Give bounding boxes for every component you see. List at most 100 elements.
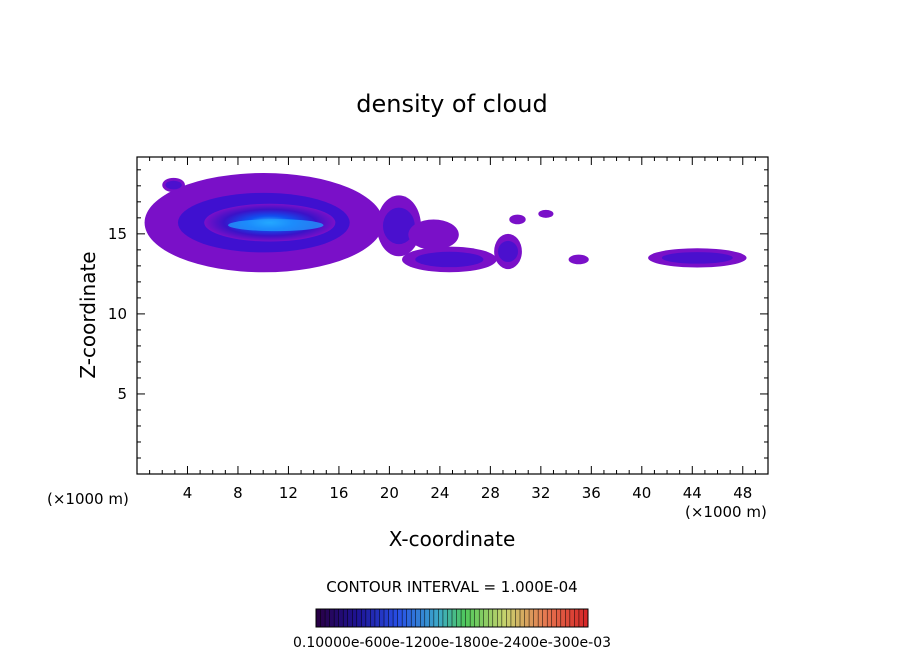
cloud-region-peak: [228, 219, 324, 232]
colorbar-cell: [325, 609, 330, 627]
x-tick-label: 28: [481, 484, 500, 502]
colorbar-cell: [420, 609, 426, 627]
colorbar-cell: [578, 609, 584, 627]
x-axis-label: X-coordinate: [389, 527, 516, 551]
cloud-region-mid: [165, 180, 182, 190]
colorbar-labels: 0.10000e-600e-1200e-1800e-2400e-300e-03: [293, 635, 611, 651]
colorbar-cell: [470, 609, 476, 627]
colorbar-cell: [551, 609, 557, 627]
x-tick-label: 48: [733, 484, 752, 502]
colorbar-cell: [488, 609, 494, 627]
colorbar-cell: [438, 609, 444, 627]
colorbar-cell: [370, 609, 376, 627]
colorbar-cell: [515, 609, 521, 627]
x-tick-label: 36: [582, 484, 601, 502]
colorbar-cell: [442, 609, 448, 627]
colorbar-cell: [560, 609, 566, 627]
colorbar-cell: [334, 609, 340, 627]
colorbar-cell: [429, 609, 435, 627]
x-tick-label: 4: [183, 484, 193, 502]
colorbar-cell: [583, 609, 589, 627]
y-tick-label: 15: [108, 225, 127, 243]
x-tick-label: 44: [683, 484, 702, 502]
cloud-region: [376, 195, 421, 257]
cloud-region-outer: [568, 254, 589, 265]
colorbar-cell: [379, 609, 385, 627]
x-tick-label: 12: [279, 484, 298, 502]
contour-interval-label: CONTOUR INTERVAL = 1.000E-04: [326, 578, 577, 596]
colorbar-cell: [497, 609, 503, 627]
colorbar-cell: [397, 609, 403, 627]
colorbar-cell: [533, 609, 539, 627]
colorbar-cell: [565, 609, 571, 627]
cloud-region: [402, 246, 497, 273]
cloud-region-mid: [382, 207, 415, 245]
colorbar-cell: [415, 609, 421, 627]
colorbar-cell: [456, 609, 462, 627]
colorbar-cell: [393, 609, 398, 627]
colorbar-cell: [338, 609, 344, 627]
colorbar-cell: [574, 609, 580, 627]
colorbar-cell: [520, 609, 525, 627]
colorbar-cell: [501, 609, 507, 627]
x-tick-label: 16: [329, 484, 348, 502]
colorbar-cell: [510, 609, 516, 627]
colorbar-cell: [424, 609, 430, 627]
cloud-region-outer: [509, 214, 526, 225]
colorbar-cell: [529, 609, 534, 627]
cloud-region: [509, 214, 526, 225]
y-tick-label: 5: [117, 385, 127, 403]
cloud-region: [568, 254, 589, 265]
cloud-region: [538, 209, 554, 218]
colorbar-cell: [406, 609, 412, 627]
colorbar-cell: [402, 609, 408, 627]
x-tick-label: 24: [430, 484, 449, 502]
cloud-region-mid: [661, 252, 733, 264]
colorbar-cell: [320, 609, 326, 627]
chart-title: density of cloud: [356, 90, 547, 118]
colorbar-cell: [556, 609, 562, 627]
colorbar-cell: [524, 609, 530, 627]
colorbar-cell: [452, 609, 457, 627]
cloud-region: [494, 233, 522, 270]
colorbar-cell: [365, 609, 371, 627]
colorbar-cell: [374, 609, 380, 627]
x-unit-left: (×1000 m): [47, 490, 129, 508]
colorbar-cell: [538, 609, 544, 627]
colorbar-cell: [465, 609, 471, 627]
colorbar-cell: [384, 609, 389, 627]
cloud-region: [648, 248, 747, 268]
colorbar-cell: [461, 609, 466, 627]
x-unit-right: (×1000 m): [685, 503, 767, 521]
y-axis-label: Z-coordinate: [76, 251, 100, 378]
colorbar-cell: [433, 609, 439, 627]
colorbar-cell: [479, 609, 485, 627]
colorbar-cell: [347, 609, 353, 627]
colorbar-cell: [506, 609, 512, 627]
colorbar-cell: [411, 609, 417, 627]
colorbar-cell: [352, 609, 358, 627]
cloud-region-outer: [538, 209, 554, 218]
colorbar-cell: [316, 609, 321, 627]
colorbar-frame: [315, 608, 589, 628]
cloud-region-mid: [498, 240, 519, 263]
colorbar-cell: [542, 609, 548, 627]
colorbar-cell: [492, 609, 498, 627]
colorbar-cell: [343, 609, 349, 627]
colorbar-cell: [329, 609, 335, 627]
colorbar-cell: [474, 609, 480, 627]
x-tick-label: 32: [531, 484, 550, 502]
x-tick-label: 8: [233, 484, 243, 502]
x-tick-label: 20: [380, 484, 399, 502]
cloud-region-mid: [415, 251, 484, 268]
x-tick-label: 40: [632, 484, 651, 502]
cloud-region-outer: [408, 219, 459, 250]
main-cloud: [144, 173, 384, 273]
colorbar-cell: [361, 609, 367, 627]
cloud-region: [162, 177, 185, 193]
cloud-region: [408, 219, 459, 250]
y-tick-label: 10: [108, 305, 127, 323]
colorbar-cell: [447, 609, 453, 627]
